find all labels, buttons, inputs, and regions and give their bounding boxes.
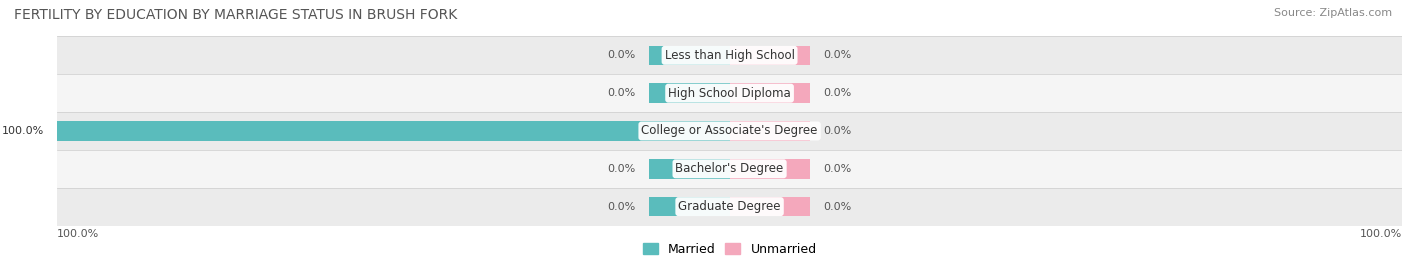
Text: 100.0%: 100.0% (58, 229, 100, 239)
Text: 100.0%: 100.0% (1360, 229, 1402, 239)
Bar (650, 83, 730, 103)
Bar (650, 159, 730, 179)
Text: 0.0%: 0.0% (607, 50, 636, 60)
Text: 0.0%: 0.0% (607, 164, 636, 174)
Text: Less than High School: Less than High School (665, 49, 794, 62)
Bar (58, 121, 730, 141)
Text: 0.0%: 0.0% (824, 126, 852, 136)
Text: 100.0%: 100.0% (1, 126, 44, 136)
Bar (58, 74, 1402, 112)
Bar (730, 197, 810, 217)
Bar (650, 197, 730, 217)
Text: 0.0%: 0.0% (824, 164, 852, 174)
Bar (58, 112, 1402, 150)
Bar (730, 83, 810, 103)
Text: 0.0%: 0.0% (607, 88, 636, 98)
Text: 0.0%: 0.0% (824, 50, 852, 60)
Bar (58, 36, 1402, 74)
Bar (650, 45, 730, 65)
Text: Source: ZipAtlas.com: Source: ZipAtlas.com (1274, 8, 1392, 18)
Text: 0.0%: 0.0% (824, 201, 852, 212)
Bar (730, 45, 810, 65)
Text: Bachelor's Degree: Bachelor's Degree (675, 162, 783, 175)
Text: 0.0%: 0.0% (824, 88, 852, 98)
Legend: Married, Unmarried: Married, Unmarried (638, 238, 821, 261)
Bar (730, 121, 810, 141)
Bar (58, 150, 1402, 188)
Text: 0.0%: 0.0% (607, 201, 636, 212)
Text: High School Diploma: High School Diploma (668, 87, 792, 100)
Text: FERTILITY BY EDUCATION BY MARRIAGE STATUS IN BRUSH FORK: FERTILITY BY EDUCATION BY MARRIAGE STATU… (14, 8, 457, 22)
Bar (58, 188, 1402, 225)
Text: Graduate Degree: Graduate Degree (678, 200, 780, 213)
Bar (730, 159, 810, 179)
Text: College or Associate's Degree: College or Associate's Degree (641, 125, 818, 137)
